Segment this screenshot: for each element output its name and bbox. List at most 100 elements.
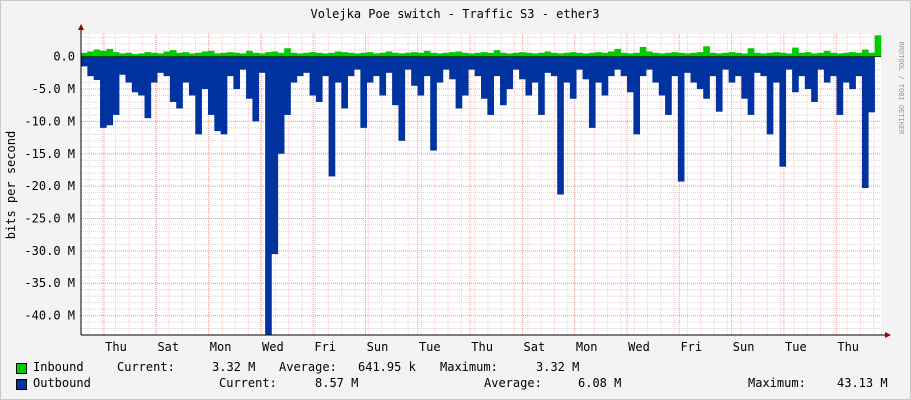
inbound-bar	[449, 52, 456, 57]
inbound-bar	[474, 52, 482, 57]
outbound-bar	[728, 56, 736, 83]
inbound-bar	[138, 53, 145, 57]
inbound-bar	[315, 52, 323, 57]
inbound-bar	[734, 52, 742, 57]
y-tick-label: -30.0 M	[24, 244, 75, 258]
outbound-bar	[754, 56, 761, 73]
inbound-bar	[487, 52, 494, 57]
inbound-bar	[792, 47, 799, 57]
inbound-bar	[690, 52, 698, 57]
inbound-maximum: 3.32 M	[536, 360, 580, 374]
outbound-bar	[614, 56, 621, 70]
outbound-bar	[468, 56, 475, 70]
inbound-maximum-label: Maximum:	[440, 360, 498, 374]
outbound-bar	[620, 56, 628, 77]
inbound-bar	[125, 52, 133, 57]
outbound-bar	[233, 56, 241, 90]
outbound-bar	[538, 56, 545, 115]
x-tick-label: Sun	[367, 340, 389, 354]
inbound-bar	[169, 50, 177, 57]
inbound-bar	[868, 52, 875, 57]
inbound-bar	[569, 52, 577, 57]
inbound-bar	[728, 52, 736, 57]
outbound-bar	[798, 56, 806, 77]
outbound-bar	[525, 56, 533, 96]
outbound-bar	[665, 56, 672, 115]
y-tick-label: -15.0 M	[24, 147, 75, 161]
outbound-bar	[131, 56, 139, 93]
outbound-bar	[474, 56, 482, 77]
outbound-bar	[760, 56, 768, 77]
x-tick-label: Fri	[680, 340, 702, 354]
inbound-name: Inbound	[33, 360, 84, 374]
outbound-bar	[347, 56, 355, 77]
inbound-bar	[144, 52, 152, 57]
inbound-average-label: Average:	[279, 360, 337, 374]
outbound-bar	[481, 56, 488, 99]
outbound-bar	[227, 56, 234, 77]
outbound-bar	[296, 56, 304, 77]
outbound-bar	[563, 56, 571, 83]
inbound-bar	[398, 53, 406, 57]
inbound-bar	[258, 53, 266, 57]
inbound-bar	[347, 52, 355, 57]
outbound-bar	[442, 56, 450, 70]
outbound-bar	[328, 56, 336, 177]
inbound-bar	[785, 53, 793, 57]
outbound-bar	[207, 56, 215, 115]
outbound-bar	[354, 56, 361, 70]
x-tick-label: Mon	[210, 340, 232, 354]
outbound-bar	[785, 56, 793, 70]
outbound-bar	[404, 56, 412, 70]
outbound-bar	[855, 56, 863, 77]
outbound-bar	[144, 56, 152, 119]
inbound-bar	[296, 53, 304, 57]
outbound-bar	[277, 56, 285, 154]
inbound-bar	[607, 51, 615, 57]
outbound-bar	[379, 56, 387, 96]
inbound-bar	[633, 52, 641, 57]
outbound-bar	[607, 56, 615, 77]
inbound-current-label: Current:	[117, 360, 175, 374]
inbound-bar	[861, 49, 869, 57]
inbound-bar	[188, 53, 196, 57]
inbound-current: 3.32 M	[212, 360, 256, 374]
outbound-bar	[550, 56, 558, 77]
inbound-bar	[87, 51, 94, 57]
y-axis-label: bits per second	[4, 131, 18, 239]
outbound-bar	[811, 56, 818, 102]
outbound-bar	[734, 56, 742, 77]
outbound-bar	[557, 56, 564, 195]
outbound-bar	[741, 56, 748, 99]
inbound-bar	[461, 52, 469, 57]
inbound-bar	[277, 52, 285, 57]
inbound-bar	[157, 53, 164, 57]
outbound-maximum-label: Maximum:	[748, 376, 806, 390]
inbound-bar	[201, 51, 209, 57]
outbound-bar	[569, 56, 577, 99]
outbound-bar	[100, 56, 107, 128]
inbound-bar	[760, 53, 768, 57]
outbound-bar	[722, 56, 729, 70]
inbound-bar	[544, 51, 552, 57]
outbound-bar	[411, 56, 418, 86]
outbound-bar	[138, 56, 145, 96]
inbound-bar	[93, 49, 101, 57]
outbound-bar	[544, 56, 552, 73]
x-tick-label: Mon	[576, 340, 598, 354]
outbound-bar	[163, 56, 171, 77]
inbound-bar	[423, 50, 431, 57]
inbound-bar	[512, 52, 520, 57]
inbound-bar	[265, 52, 272, 57]
outbound-bar	[334, 56, 342, 83]
inbound-bar	[614, 48, 621, 57]
inbound-bar	[119, 53, 126, 57]
inbound-bar	[823, 50, 831, 57]
outbound-bar	[633, 56, 641, 135]
inbound-bar	[411, 52, 418, 57]
inbound-swatch	[16, 363, 27, 374]
outbound-bar	[417, 56, 425, 96]
inbound-bar	[842, 52, 850, 57]
outbound-bar	[652, 56, 660, 83]
outbound-bar	[531, 56, 539, 83]
